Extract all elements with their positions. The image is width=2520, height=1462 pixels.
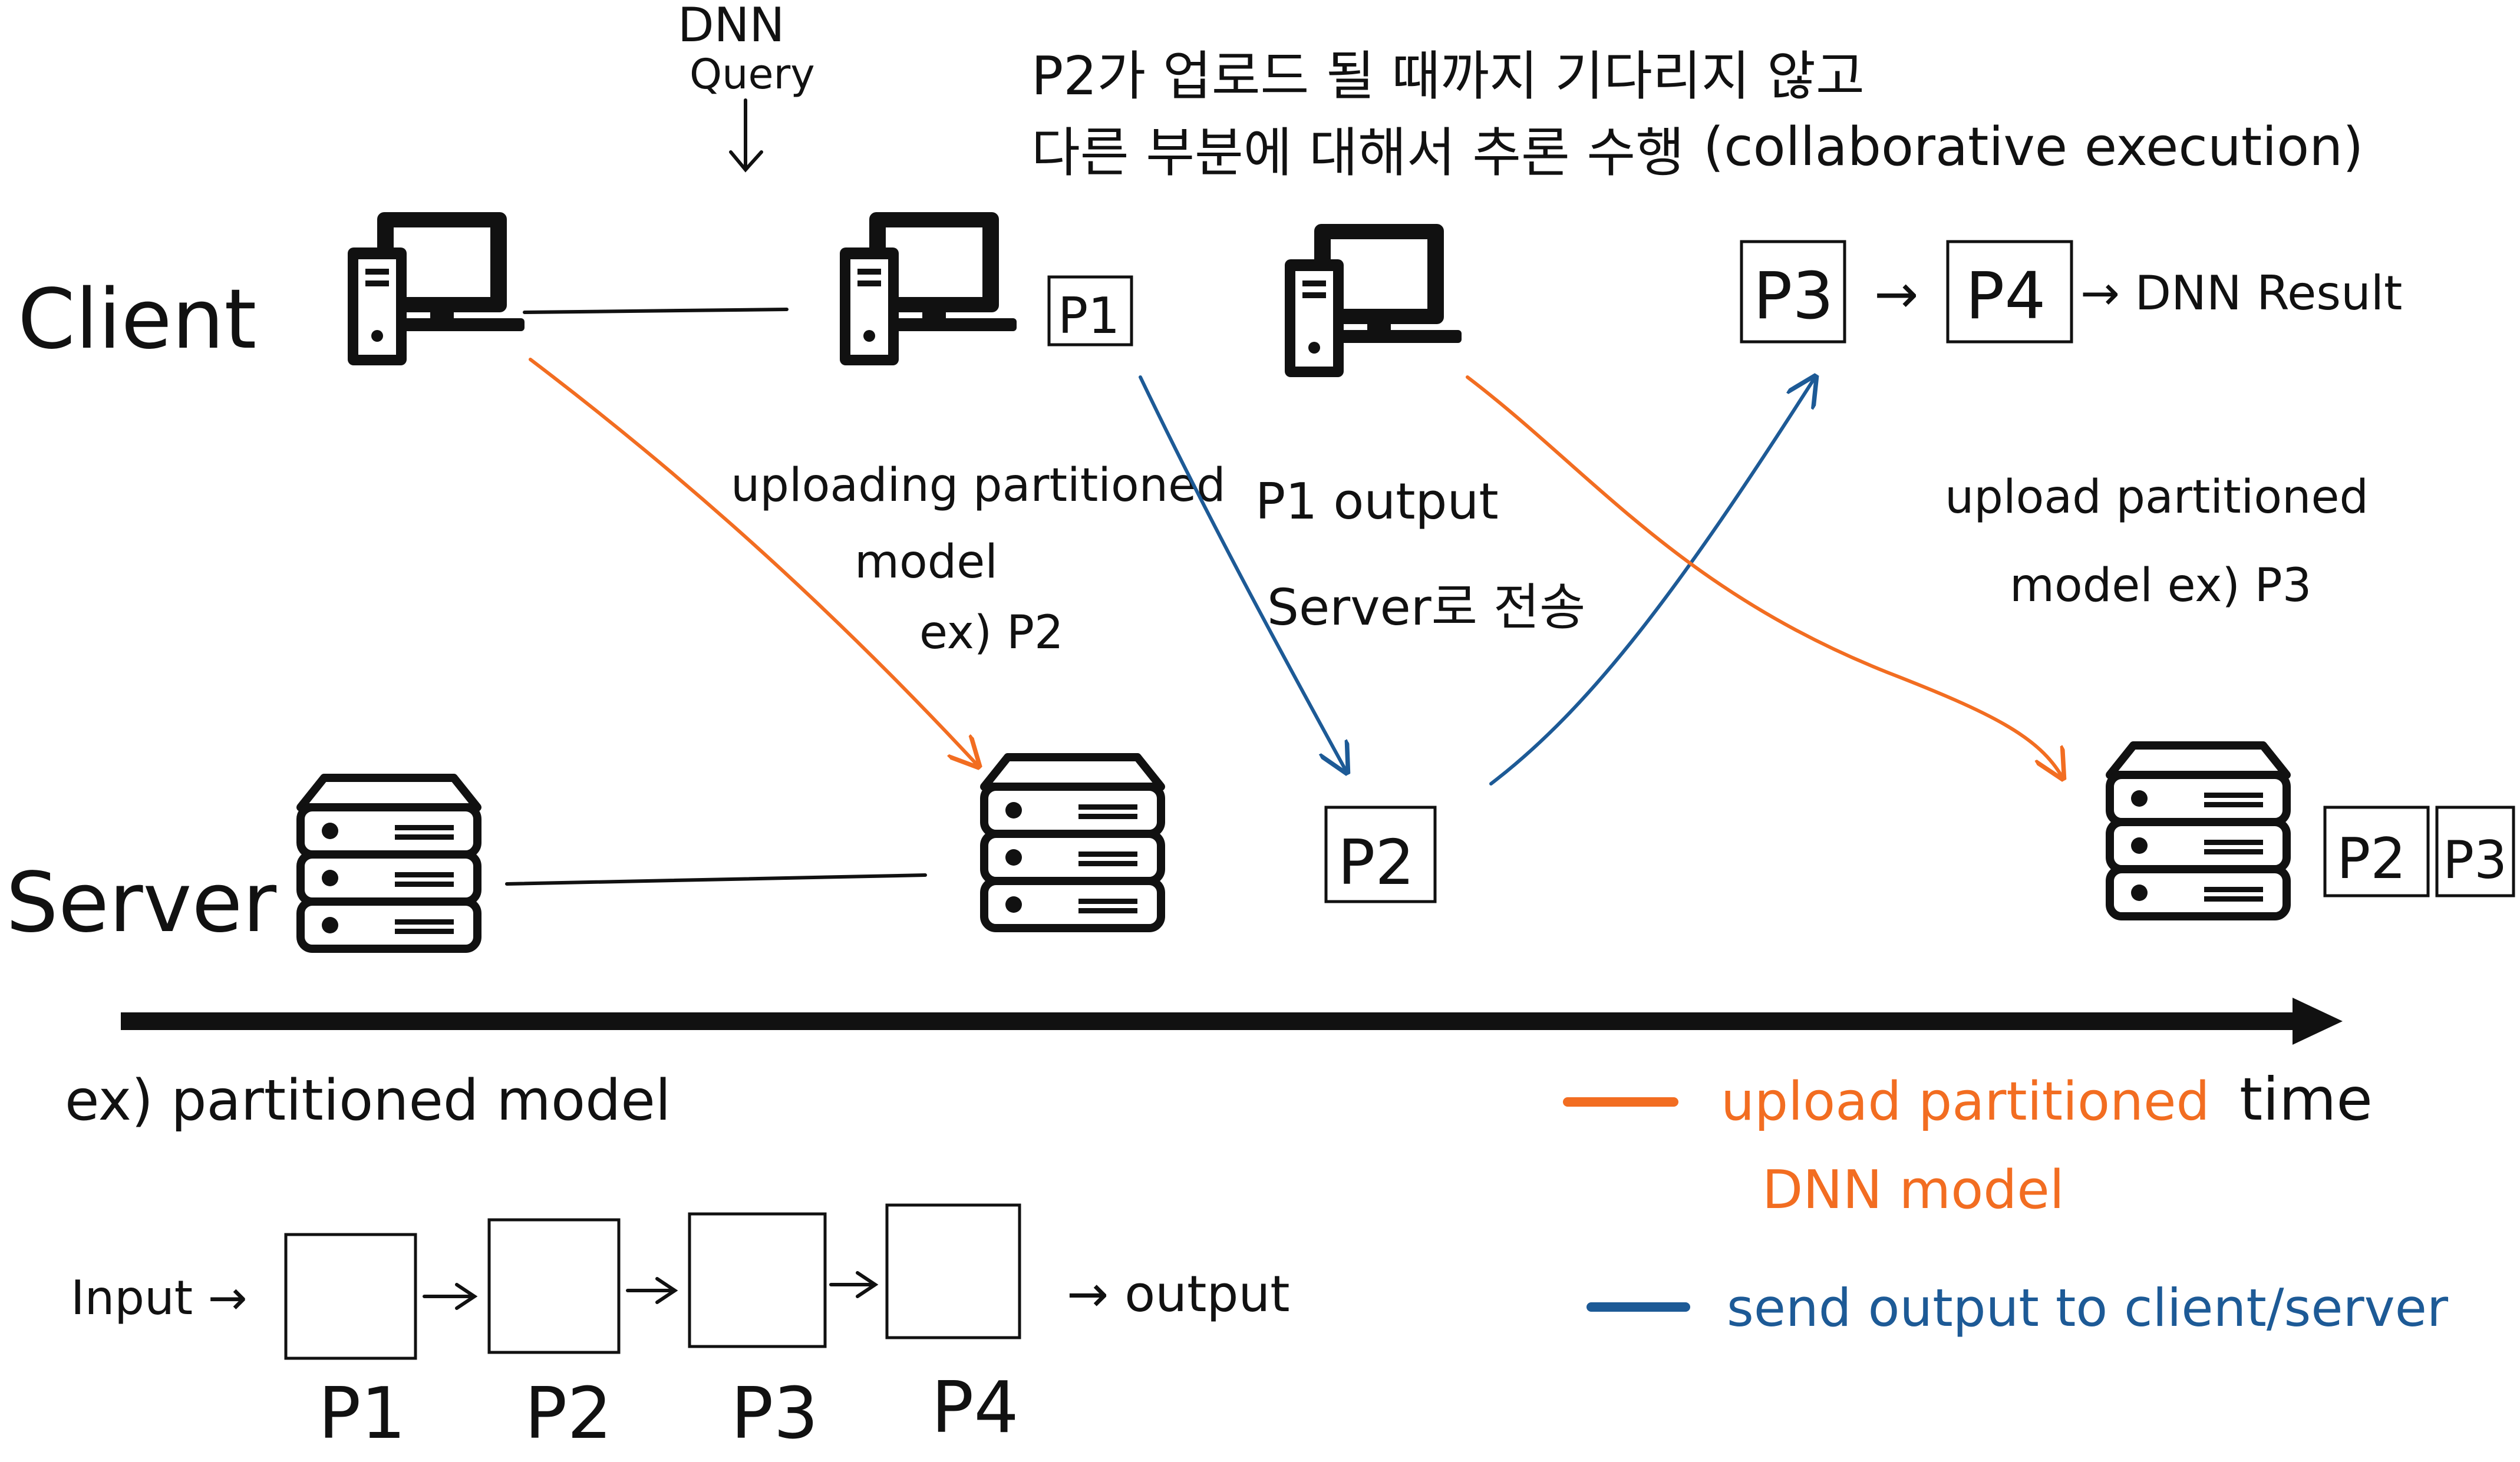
header-note-line2: 다른 부분에 대해서 추론 수행 xyxy=(1031,122,1684,184)
upload-p3-note-1: upload partitioned xyxy=(1945,471,2369,524)
example-arrow-1 xyxy=(423,1283,478,1310)
example-p2-box xyxy=(487,1218,621,1354)
example-p3-box xyxy=(688,1212,827,1348)
server-end-p3-box xyxy=(2435,806,2515,897)
p1-output-note-2: Server로 전송 xyxy=(1267,579,1585,637)
dnn-result-label: → DNN Result xyxy=(2080,266,2402,321)
server-rack-icon-1 xyxy=(301,778,477,949)
example-p2-label: P2 xyxy=(525,1373,612,1455)
client-computer-icon-1 xyxy=(348,212,525,365)
client-row-label: Client xyxy=(18,272,256,368)
server-end-p2-box xyxy=(2323,806,2430,897)
server-rack-icon-2 xyxy=(984,757,1161,928)
example-input-label: Input → xyxy=(71,1270,248,1325)
example-p1-label: P1 xyxy=(318,1373,406,1455)
header-note-english: (collaborative execution) xyxy=(1703,116,2363,178)
legend-orange-label-2: DNN model xyxy=(1762,1159,2064,1221)
example-title: ex) partitioned model xyxy=(65,1068,671,1133)
client-p1-label: P1 xyxy=(1058,287,1120,345)
legend-orange-label-1: upload partitioned xyxy=(1721,1071,2210,1133)
server-p2-box xyxy=(1324,806,1437,903)
legend-blue-label: send output to client/server xyxy=(1727,1278,2449,1338)
example-p3-label: P3 xyxy=(731,1373,819,1455)
server-row-label: Server xyxy=(6,855,277,951)
dnn-query-label-2: Query xyxy=(690,50,815,98)
dnn-query-label-1: DNN xyxy=(678,0,784,52)
upload-p3-arrow xyxy=(1466,375,2063,778)
server-end-p2-label: P2 xyxy=(2337,827,2406,892)
client-p3-box xyxy=(1740,240,1846,344)
example-p4-label: P4 xyxy=(931,1367,1019,1449)
server-rack-icon-3 xyxy=(2110,745,2287,916)
server-p2-label: P2 xyxy=(1338,827,1414,899)
server-idle-line xyxy=(505,873,927,886)
p3-to-p4-arrow: → xyxy=(1874,263,1918,325)
upload-p2-arrow xyxy=(529,358,978,766)
example-p4-box xyxy=(885,1203,1021,1339)
client-computer-icon-3 xyxy=(1285,224,1462,377)
client-p1-box xyxy=(1047,275,1133,346)
upload-p3-note-2: model ex) P3 xyxy=(2010,559,2311,612)
example-arrow-2 xyxy=(626,1277,678,1304)
upload-p2-note-2: model xyxy=(855,536,998,589)
client-p4-label: P4 xyxy=(1965,258,2046,334)
query-arrow xyxy=(729,98,763,173)
example-output-label: → output xyxy=(1067,1265,1290,1324)
p1-output-arrow xyxy=(1139,375,1347,772)
p1-output-note-1: P1 output xyxy=(1255,473,1499,531)
client-idle-line xyxy=(523,308,789,314)
p2-output-arrow xyxy=(1489,377,1815,786)
client-p4-box xyxy=(1946,240,2073,344)
example-arrow-3 xyxy=(829,1271,879,1298)
client-p3-label: P3 xyxy=(1753,258,1833,334)
upload-p2-note-1: uploading partitioned xyxy=(731,459,1226,512)
upload-p2-note-3: ex) P2 xyxy=(919,606,1064,659)
server-end-p3-label: P3 xyxy=(2443,830,2507,890)
timeline-arrowhead xyxy=(2293,998,2343,1045)
client-computer-icon-2 xyxy=(840,212,1017,365)
header-note-line1: P2가 업로드 될 때까지 기다리지 않고 xyxy=(1031,45,1865,107)
time-label: time xyxy=(2239,1065,2373,1134)
example-p1-box xyxy=(284,1233,417,1360)
